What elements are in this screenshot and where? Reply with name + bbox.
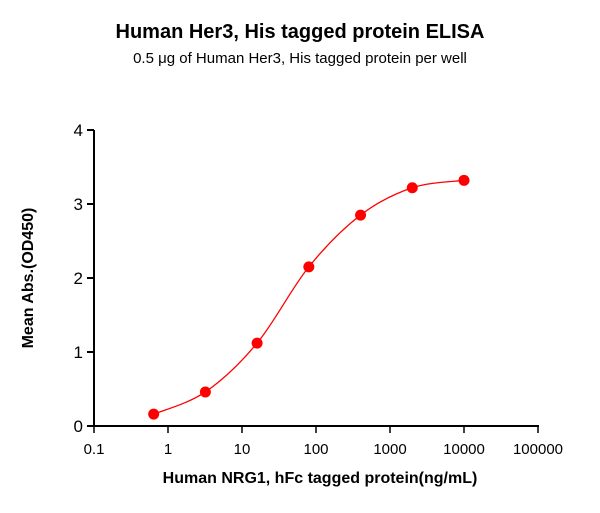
x-tick-label: 1000 bbox=[373, 441, 406, 458]
data-points bbox=[148, 174, 470, 420]
data-point bbox=[251, 337, 263, 349]
x-tick-label: 100000 bbox=[513, 441, 563, 458]
data-point bbox=[355, 209, 367, 221]
data-point bbox=[199, 386, 211, 398]
x-tick-label: 0.1 bbox=[84, 441, 105, 458]
y-tick-label: 1 bbox=[74, 343, 83, 362]
data-point bbox=[303, 261, 315, 273]
y-tick-label: 3 bbox=[74, 195, 83, 214]
data-point bbox=[406, 182, 418, 194]
y-tick-label: 4 bbox=[74, 121, 83, 140]
x-tick-label: 10 bbox=[234, 441, 251, 458]
chart-subtitle: 0.5 μg of Human Her3, His tagged protein… bbox=[133, 50, 467, 67]
x-axis-label: Human NRG1, hFc tagged protein(ng/mL) bbox=[162, 470, 478, 487]
y-tick-label: 2 bbox=[74, 269, 83, 288]
fit-curve bbox=[153, 179, 465, 415]
axes: 0 1 2 3 4 0.1 1 10 100 1000 10000 100000 bbox=[74, 121, 564, 458]
y-tick-label: 0 bbox=[74, 417, 83, 436]
data-point bbox=[148, 408, 160, 420]
x-tick-label: 10000 bbox=[443, 441, 485, 458]
x-tick-label: 1 bbox=[164, 441, 172, 458]
x-tick-label: 100 bbox=[303, 441, 328, 458]
data-point bbox=[458, 174, 470, 186]
chart-title: Human Her3, His tagged protein ELISA bbox=[115, 21, 485, 43]
